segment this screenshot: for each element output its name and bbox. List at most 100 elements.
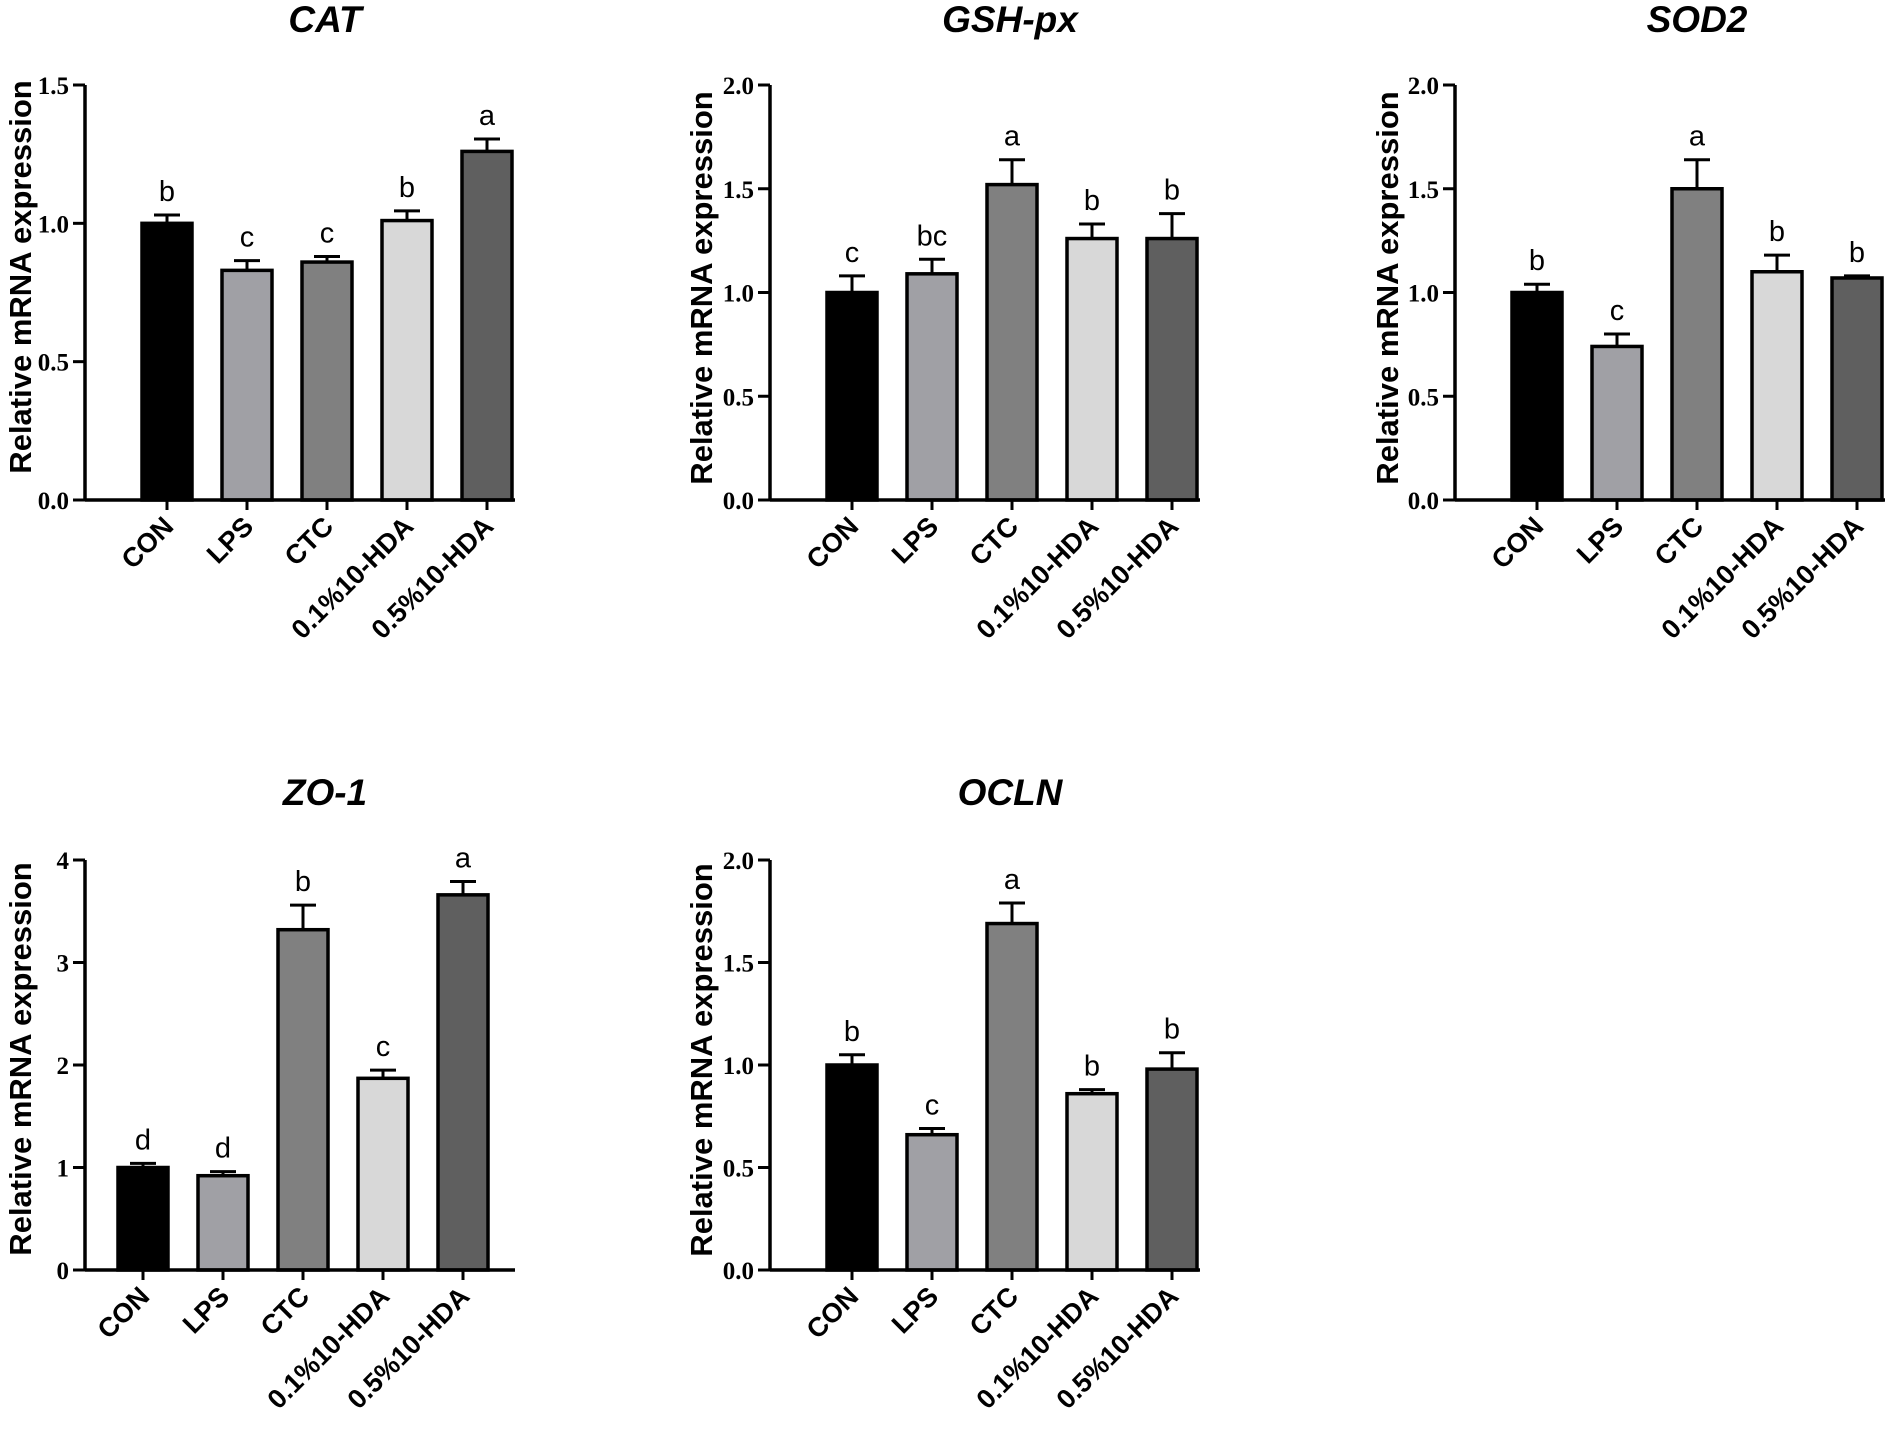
bar (300, 260, 354, 502)
bar (1145, 236, 1199, 502)
significance-label: a (1689, 121, 1706, 153)
significance-label: b (1529, 245, 1545, 277)
significance-label: c (1610, 295, 1625, 327)
significance-label: c (240, 222, 255, 254)
bar (1750, 270, 1804, 502)
bar (436, 893, 490, 1272)
bar (116, 1165, 170, 1272)
bar (825, 290, 879, 502)
y-tick-label: 1.5 (723, 177, 754, 204)
x-tick-label: LPS (886, 511, 944, 569)
y-axis-label: Relative mRNA expression (1370, 91, 1405, 484)
y-axis-label: Relative mRNA expression (684, 91, 719, 484)
bar (1670, 187, 1724, 502)
significance-label: b (1084, 1051, 1100, 1083)
y-tick-label: 0.5 (1408, 384, 1439, 411)
panel-sod2: SOD2 Relative mRNA expression b CON c LPS a C… (1370, 0, 1885, 645)
x-tick-label: CTC (255, 1281, 315, 1341)
x-tick-label: LPS (1571, 511, 1629, 569)
significance-label: c (845, 237, 860, 269)
significance-label: b (1164, 1014, 1180, 1046)
y-axis-label: Relative mRNA expression (3, 862, 38, 1255)
y-tick-label: 0.5 (723, 1156, 754, 1183)
bar (460, 149, 514, 502)
y-tick-label: 1.0 (723, 281, 754, 308)
y-tick-label: 1 (57, 1156, 70, 1183)
significance-label: a (455, 843, 472, 875)
y-tick-label: 4 (57, 848, 70, 875)
y-tick-label: 0.0 (38, 488, 69, 515)
bar (1590, 344, 1644, 502)
x-tick-label: LPS (177, 1281, 235, 1339)
bar (356, 1076, 410, 1272)
y-tick-label: 1.5 (38, 73, 69, 100)
significance-label: d (135, 1124, 151, 1156)
significance-label: a (1004, 121, 1021, 153)
significance-label: c (925, 1090, 940, 1122)
bar (380, 218, 434, 502)
y-tick-label: 0.5 (38, 350, 69, 377)
significance-label: a (479, 100, 496, 132)
x-tick-label: CTC (964, 1281, 1024, 1341)
significance-label: b (399, 172, 415, 204)
x-tick-label: LPS (201, 511, 259, 569)
bar (985, 182, 1039, 502)
x-tick-label: CTC (279, 511, 339, 571)
significance-label: b (1769, 216, 1785, 248)
y-tick-label: 3 (57, 951, 70, 978)
y-axis-label: Relative mRNA expression (3, 80, 38, 473)
bar (196, 1173, 250, 1272)
y-axis-label: Relative mRNA expression (684, 863, 719, 1256)
x-tick-label: CTC (1649, 511, 1709, 571)
significance-label: c (376, 1031, 391, 1063)
panel-ocln: OCLN Relative mRNA expression b CON c LPS a C… (684, 772, 1200, 1415)
chart-title: ZO-1 (282, 772, 367, 813)
y-tick-label: 1.0 (723, 1053, 754, 1080)
significance-label: c (320, 218, 335, 250)
chart-title: GSH-px (942, 0, 1079, 40)
x-tick-label: CON (116, 511, 180, 575)
bar (1065, 236, 1119, 502)
y-tick-label: 1.5 (723, 951, 754, 978)
y-tick-label: 1.0 (1408, 281, 1439, 308)
significance-label: b (295, 866, 311, 898)
bar (1830, 276, 1884, 502)
y-tick-label: 0 (57, 1258, 70, 1285)
y-tick-label: 2 (57, 1053, 70, 1080)
y-tick-label: 2.0 (723, 73, 754, 100)
x-tick-label: CON (92, 1281, 156, 1345)
y-tick-label: 1.0 (38, 211, 69, 238)
panel-gsh-px: GSH-px Relative mRNA expression c CON bc LP… (684, 0, 1200, 645)
panel-zo-1: ZO-1 Relative mRNA expression d CON d LPS b C… (3, 772, 515, 1415)
bar (1145, 1067, 1199, 1272)
bar (905, 272, 959, 502)
y-tick-label: 2.0 (1408, 73, 1439, 100)
bar (140, 221, 194, 502)
bar (905, 1132, 959, 1272)
chart-title: SOD2 (1647, 0, 1748, 40)
significance-label: a (1004, 864, 1021, 896)
significance-label: b (844, 1016, 860, 1048)
y-tick-label: 0.0 (1408, 488, 1439, 515)
chart-title: CAT (288, 0, 365, 40)
bar (220, 268, 274, 502)
significance-label: d (215, 1133, 231, 1165)
x-tick-label: CON (801, 511, 865, 575)
bar (985, 921, 1039, 1272)
y-tick-label: 0.0 (723, 1258, 754, 1285)
panel-cat: CAT Relative mRNA expression b CON c LPS c CT… (3, 0, 515, 645)
y-tick-label: 0.5 (723, 384, 754, 411)
significance-label: bc (917, 220, 948, 252)
significance-label: b (1164, 175, 1180, 207)
x-tick-label: CON (801, 1281, 865, 1345)
bar (1065, 1091, 1119, 1272)
y-tick-label: 0.0 (723, 488, 754, 515)
significance-label: b (1084, 185, 1100, 217)
y-tick-label: 1.5 (1408, 177, 1439, 204)
x-tick-label: CTC (964, 511, 1024, 571)
chart-title: OCLN (958, 772, 1064, 813)
bar (825, 1063, 879, 1272)
y-tick-label: 2.0 (723, 848, 754, 875)
bar (1510, 290, 1564, 502)
